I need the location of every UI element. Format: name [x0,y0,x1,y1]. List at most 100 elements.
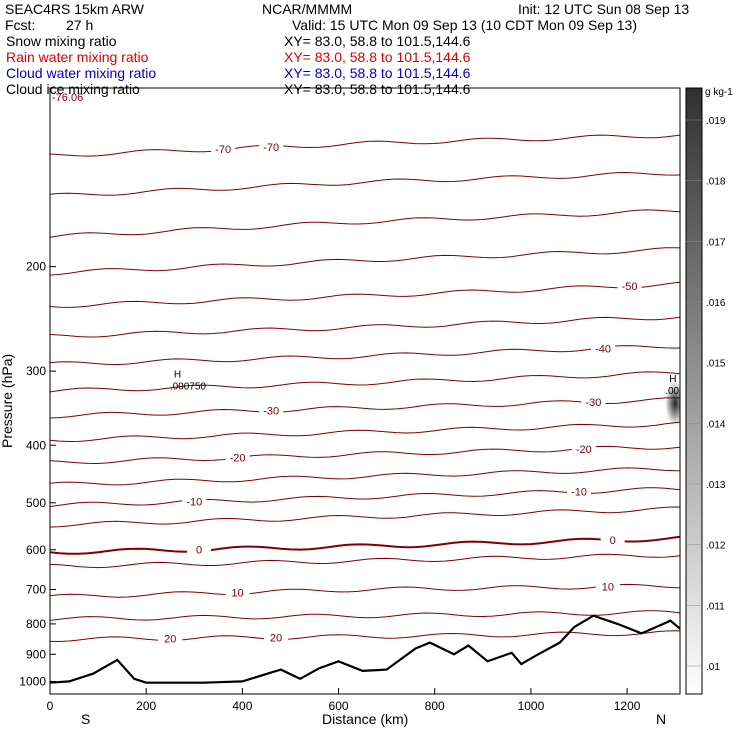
y-tick-label: 900 [26,647,46,661]
high-letter: H [174,370,181,381]
x-tick-label: 200 [136,699,156,713]
y-axis-title: Pressure (hPa) [0,354,15,448]
y-tick-label: 500 [26,496,46,510]
isotherm--35 [50,371,680,393]
axes: 0 200 400 600 800 1000 12002003004005006007008… [19,260,640,713]
colorbar-label: .018 [706,177,726,188]
colorbar-label: .014 [706,419,726,430]
contour-label-bg [264,631,289,644]
y-tick-label: 300 [26,364,46,378]
field-xy: XY= 83.0, 58.8 to 101.5,144.6 [284,65,471,81]
contour-label: 20 [164,633,176,645]
isotherm-5 [50,553,680,569]
isotherm--40 [50,345,680,366]
center-label: NCAR/MMMM [262,1,352,17]
isotherm--70 [50,134,680,157]
colorbar-label: .019 [706,116,726,127]
isotherm--5 [50,506,680,528]
y-tick-label: 700 [26,583,46,597]
model-title: SEAC4RS 15km ARW [5,1,145,17]
plot-frame [49,87,681,695]
contour-label: -50 [622,281,638,293]
field-label: Rain water mixing ratio [6,49,149,65]
fcst-value: 27 h [66,17,93,33]
contour-label: -40 [595,343,611,355]
colorbar-gradient [685,87,703,695]
field-label: Snow mixing ratio [6,33,117,49]
corner-label: -76.06 [52,92,83,104]
contour-label: 0 [610,535,616,547]
contour-label-bg [158,632,183,645]
high-value: .000750 [170,382,207,393]
isotherm-20 [50,630,680,643]
x-tick-label: 1200 [614,699,641,713]
high-letter: H [669,374,676,385]
field-xy: XY= 83.0, 58.8 to 101.5,144.6 [284,81,471,97]
isotherm-0 [50,535,680,555]
contour-label-bg [581,395,606,408]
contour-label-bg [595,580,620,593]
field-label: Cloud ice mixing ratio [6,81,140,97]
y-tick-label: 800 [26,617,46,631]
contour-label-bg [600,534,625,547]
fcst-label: Fcst: [5,17,35,33]
isotherm--50 [50,281,680,308]
contour-label-bg [567,485,592,498]
isotherm--45 [50,316,680,338]
colorbar-unit: g kg-1 [705,87,733,98]
x-tick-label: 400 [232,699,252,713]
colorbar-label: .016 [706,298,726,309]
terrain-line [50,614,680,684]
contour-label: -70 [215,144,231,156]
contour-label-bg [187,543,212,556]
field-xy: XY= 83.0, 58.8 to 101.5,144.6 [284,49,471,65]
isotherm--65 [50,171,680,196]
x-tick-label: 0 [47,699,54,713]
isotherm--25 [50,421,680,443]
terrain-profile [50,614,680,684]
north-label: N [656,711,666,727]
colorbar-label: .015 [706,359,726,370]
x-axis-title: Distance (km) [322,711,408,727]
contour-label: -30 [585,397,601,409]
contour-label: 0 [196,545,202,557]
south-label: S [81,711,90,727]
contour-label-bg [591,342,616,355]
y-tick-label: 600 [26,543,46,557]
contour-label: 10 [231,587,243,599]
isotherm--60 [50,209,680,238]
isotherm--55 [50,247,680,276]
x-tick-label: 800 [425,699,445,713]
contour-label: 20 [270,632,282,644]
colorbar-label: .01 [706,662,720,673]
contour-label: -20 [230,453,246,465]
y-tick-label: 400 [26,438,46,452]
contour-label: -20 [576,444,592,456]
contour-label-bg [259,404,284,417]
contour-label: -10 [571,487,587,499]
x-tick-label: 600 [329,699,349,713]
y-tick-label: 1000 [19,674,46,688]
colorbar-label: .013 [706,480,726,491]
contour-label: -30 [263,405,279,417]
contour-label-bg [259,141,284,154]
init-time: Init: 12 UTC Sun 08 Sep 13 [518,1,689,17]
contour-label: 10 [602,582,614,594]
field-xy: XY= 83.0, 58.8 to 101.5,144.6 [284,33,471,49]
isotherm--30 [50,397,680,419]
y-tick-label: 200 [26,260,46,274]
x-tick-label: 1000 [518,699,545,713]
field-label: Cloud water mixing ratio [6,65,156,81]
isotherm-15 [50,610,680,621]
temperature-contours: -70 -70 -50 -40 -30 -30 -20 -20 -10 -10 0 0 10 10 20 20 [50,134,680,645]
cloud-ice-blob [665,381,680,426]
valid-time: Valid: 15 UTC Mon 09 Sep 13 (10 CDT Mon … [292,17,637,33]
contour-label-bg [182,495,207,508]
contour-label-bg [225,451,250,464]
isotherm--15 [50,467,680,486]
colorbar: g kg-1 .01 .011 .012 .013 .014 .015 .016 .017 .0… [685,87,733,695]
field-legend: Snow mixing ratio XY= 83.0, 58.8 to 101.5… [6,33,471,97]
contour-label: -70 [263,142,279,154]
